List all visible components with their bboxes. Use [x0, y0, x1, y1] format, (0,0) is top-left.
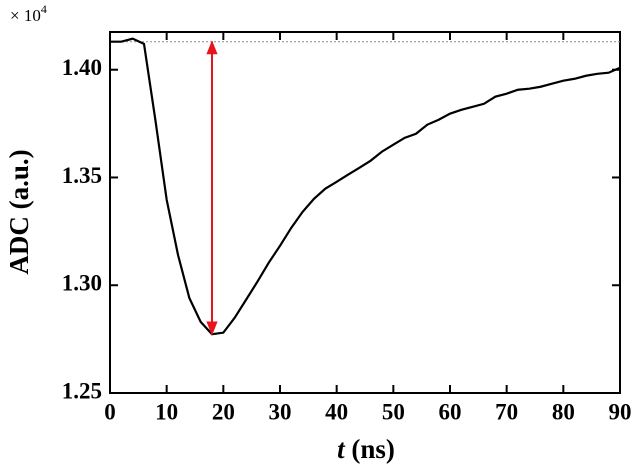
- y-tick-label: 1.30: [62, 271, 102, 296]
- x-axis-label: t (ns): [337, 434, 395, 464]
- multiplier: × 104: [10, 2, 47, 25]
- y-tick-label: 1.25: [62, 378, 102, 403]
- data-line: [110, 37, 621, 336]
- x-tick-label: 50: [382, 399, 405, 424]
- x-tick-label: 10: [155, 399, 178, 424]
- x-tick-label: 60: [439, 399, 462, 424]
- x-tick-label: 70: [495, 399, 518, 424]
- x-tick-label: 20: [212, 399, 235, 424]
- plot-frame: [109, 31, 621, 394]
- x-tick-label: 90: [609, 399, 632, 424]
- y-tick-label: 1.35: [62, 163, 102, 188]
- x-tick-label: 0: [104, 399, 116, 424]
- x-tick-label: 40: [325, 399, 348, 424]
- y-axis-label: ADC (a.u.): [4, 149, 34, 274]
- x-tick-label: 30: [269, 399, 292, 424]
- x-tick-label: 80: [552, 399, 575, 424]
- y-tick-label: 1.40: [62, 55, 102, 80]
